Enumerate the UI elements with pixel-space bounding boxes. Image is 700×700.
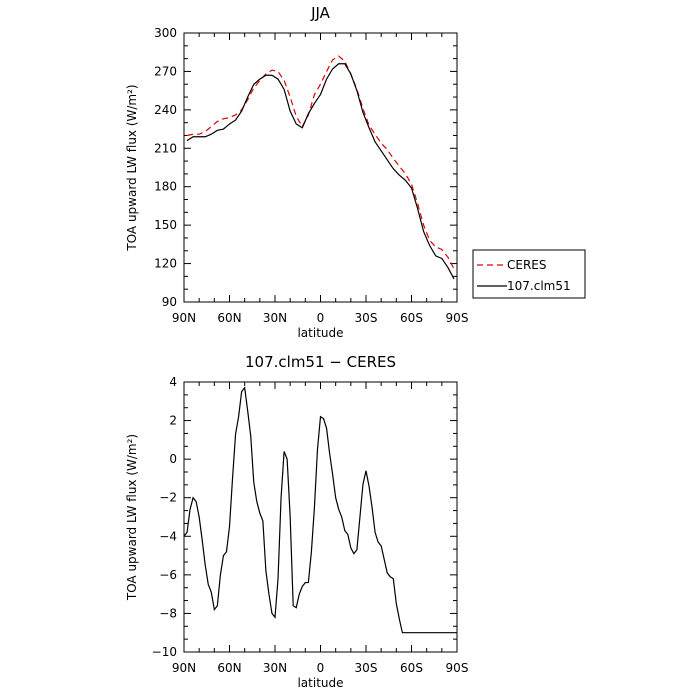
bottom-x-tick-label: 0 bbox=[317, 661, 325, 675]
bottom-series-line-0 bbox=[183, 386, 457, 634]
top-plot-frame bbox=[183, 32, 458, 303]
top-y-axis-label: TOA upward LW flux (W/m²) bbox=[125, 84, 139, 251]
legend: CERES 107.clm51 bbox=[472, 249, 586, 299]
top-x-tick-label: 60N bbox=[217, 311, 241, 325]
bottom-x-tick-label: 60N bbox=[217, 661, 241, 675]
top-x-tick-label: 0 bbox=[317, 311, 325, 325]
bottom-x-tick-label: 60S bbox=[400, 661, 423, 675]
bottom-y-tick-label: −6 bbox=[159, 568, 177, 582]
bottom-x-tick-label: 30S bbox=[355, 661, 378, 675]
top-panel: 90 120 150 180 210 240 270 300 90N 60N 30N 0 30S 60S 9… bbox=[125, 4, 586, 340]
top-y-tick-label: 240 bbox=[154, 103, 177, 117]
top-series-line-0 bbox=[186, 55, 455, 269]
bottom-y-tick-label: 4 bbox=[169, 375, 177, 389]
bottom-y-tick-label: −8 bbox=[159, 606, 177, 620]
bottom-y-tick-label: −2 bbox=[159, 491, 177, 505]
bottom-y-tick-label: 2 bbox=[169, 414, 177, 428]
top-y-tick-label: 120 bbox=[154, 257, 177, 271]
top-series-line-1 bbox=[186, 63, 455, 280]
bottom-x-tick-label: 90N bbox=[172, 661, 196, 675]
legend-label-1: 107.clm51 bbox=[507, 279, 571, 293]
top-x-tick-label: 90N bbox=[172, 311, 196, 325]
top-x-tick-label: 60S bbox=[400, 311, 423, 325]
legend-label-0: CERES bbox=[507, 258, 547, 272]
top-x-axis-label: latitude bbox=[297, 326, 343, 340]
top-y-tick-label: 90 bbox=[162, 295, 177, 309]
bottom-x-axis-label: latitude bbox=[297, 676, 343, 690]
top-x-tick-label: 30S bbox=[355, 311, 378, 325]
bottom-chart-title: 107.clm51 − CERES bbox=[245, 353, 396, 371]
top-y-tick-label: 150 bbox=[154, 218, 177, 232]
bottom-y-axis-label: TOA upward LW flux (W/m²) bbox=[125, 434, 139, 601]
top-y-tick-label: 180 bbox=[154, 180, 177, 194]
bottom-panel: −10 −8 −6 −4 −2 0 2 4 90N 60N 30N 0 30S 60S 90S latitud… bbox=[125, 353, 468, 690]
top-y-tick-label: 210 bbox=[154, 141, 177, 155]
top-x-tick-label: 30N bbox=[263, 311, 287, 325]
bottom-x-tick-label: 30N bbox=[263, 661, 287, 675]
top-chart-title: JJA bbox=[310, 4, 331, 22]
legend-box bbox=[472, 249, 586, 299]
top-y-tick-label: 300 bbox=[154, 26, 177, 40]
bottom-y-tick-label: −4 bbox=[159, 529, 177, 543]
bottom-y-tick-label: −10 bbox=[152, 645, 177, 659]
bottom-x-tick-label: 90S bbox=[446, 661, 469, 675]
bottom-y-tick-label: 0 bbox=[169, 452, 177, 466]
top-x-tick-label: 90S bbox=[446, 311, 469, 325]
top-y-tick-label: 270 bbox=[154, 64, 177, 78]
